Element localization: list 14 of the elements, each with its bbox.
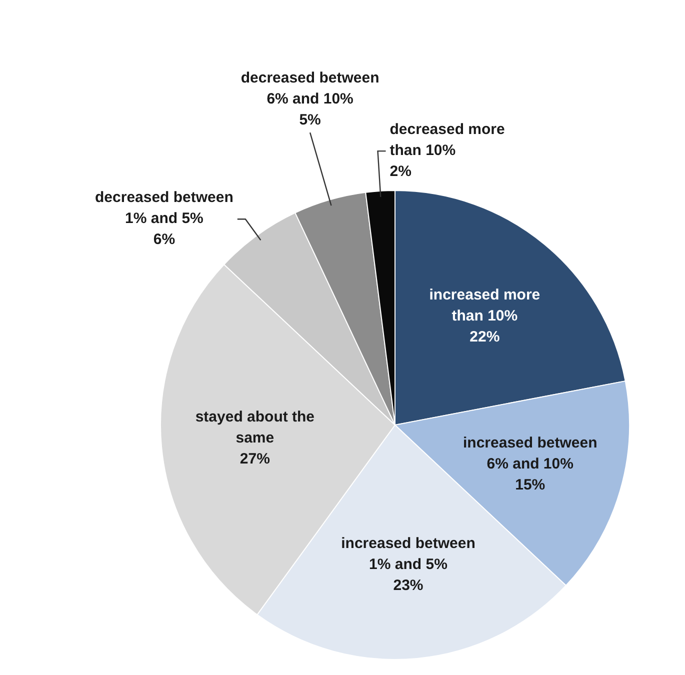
slice-label: increased between 1% and 5% [341, 535, 476, 574]
slice-label: increased between 6% and 10% [462, 434, 598, 472]
data-label: 22% [470, 328, 500, 346]
slice-label: decreased between 1% and 5% [95, 189, 234, 228]
data-label: 23% [393, 577, 424, 594]
data-label: 2% [390, 163, 412, 180]
slice-label: stayed about the same [195, 408, 315, 446]
slice-label: increased more than 10% [429, 286, 540, 325]
data-label: 6% [153, 231, 176, 248]
slice-label: decreased between 6% and 10% [240, 70, 380, 108]
data-label: 27% [240, 450, 270, 468]
data-label: 15% [515, 476, 546, 494]
data-label: 5% [299, 112, 321, 129]
slice-label: decreased more than 10% [390, 121, 505, 160]
